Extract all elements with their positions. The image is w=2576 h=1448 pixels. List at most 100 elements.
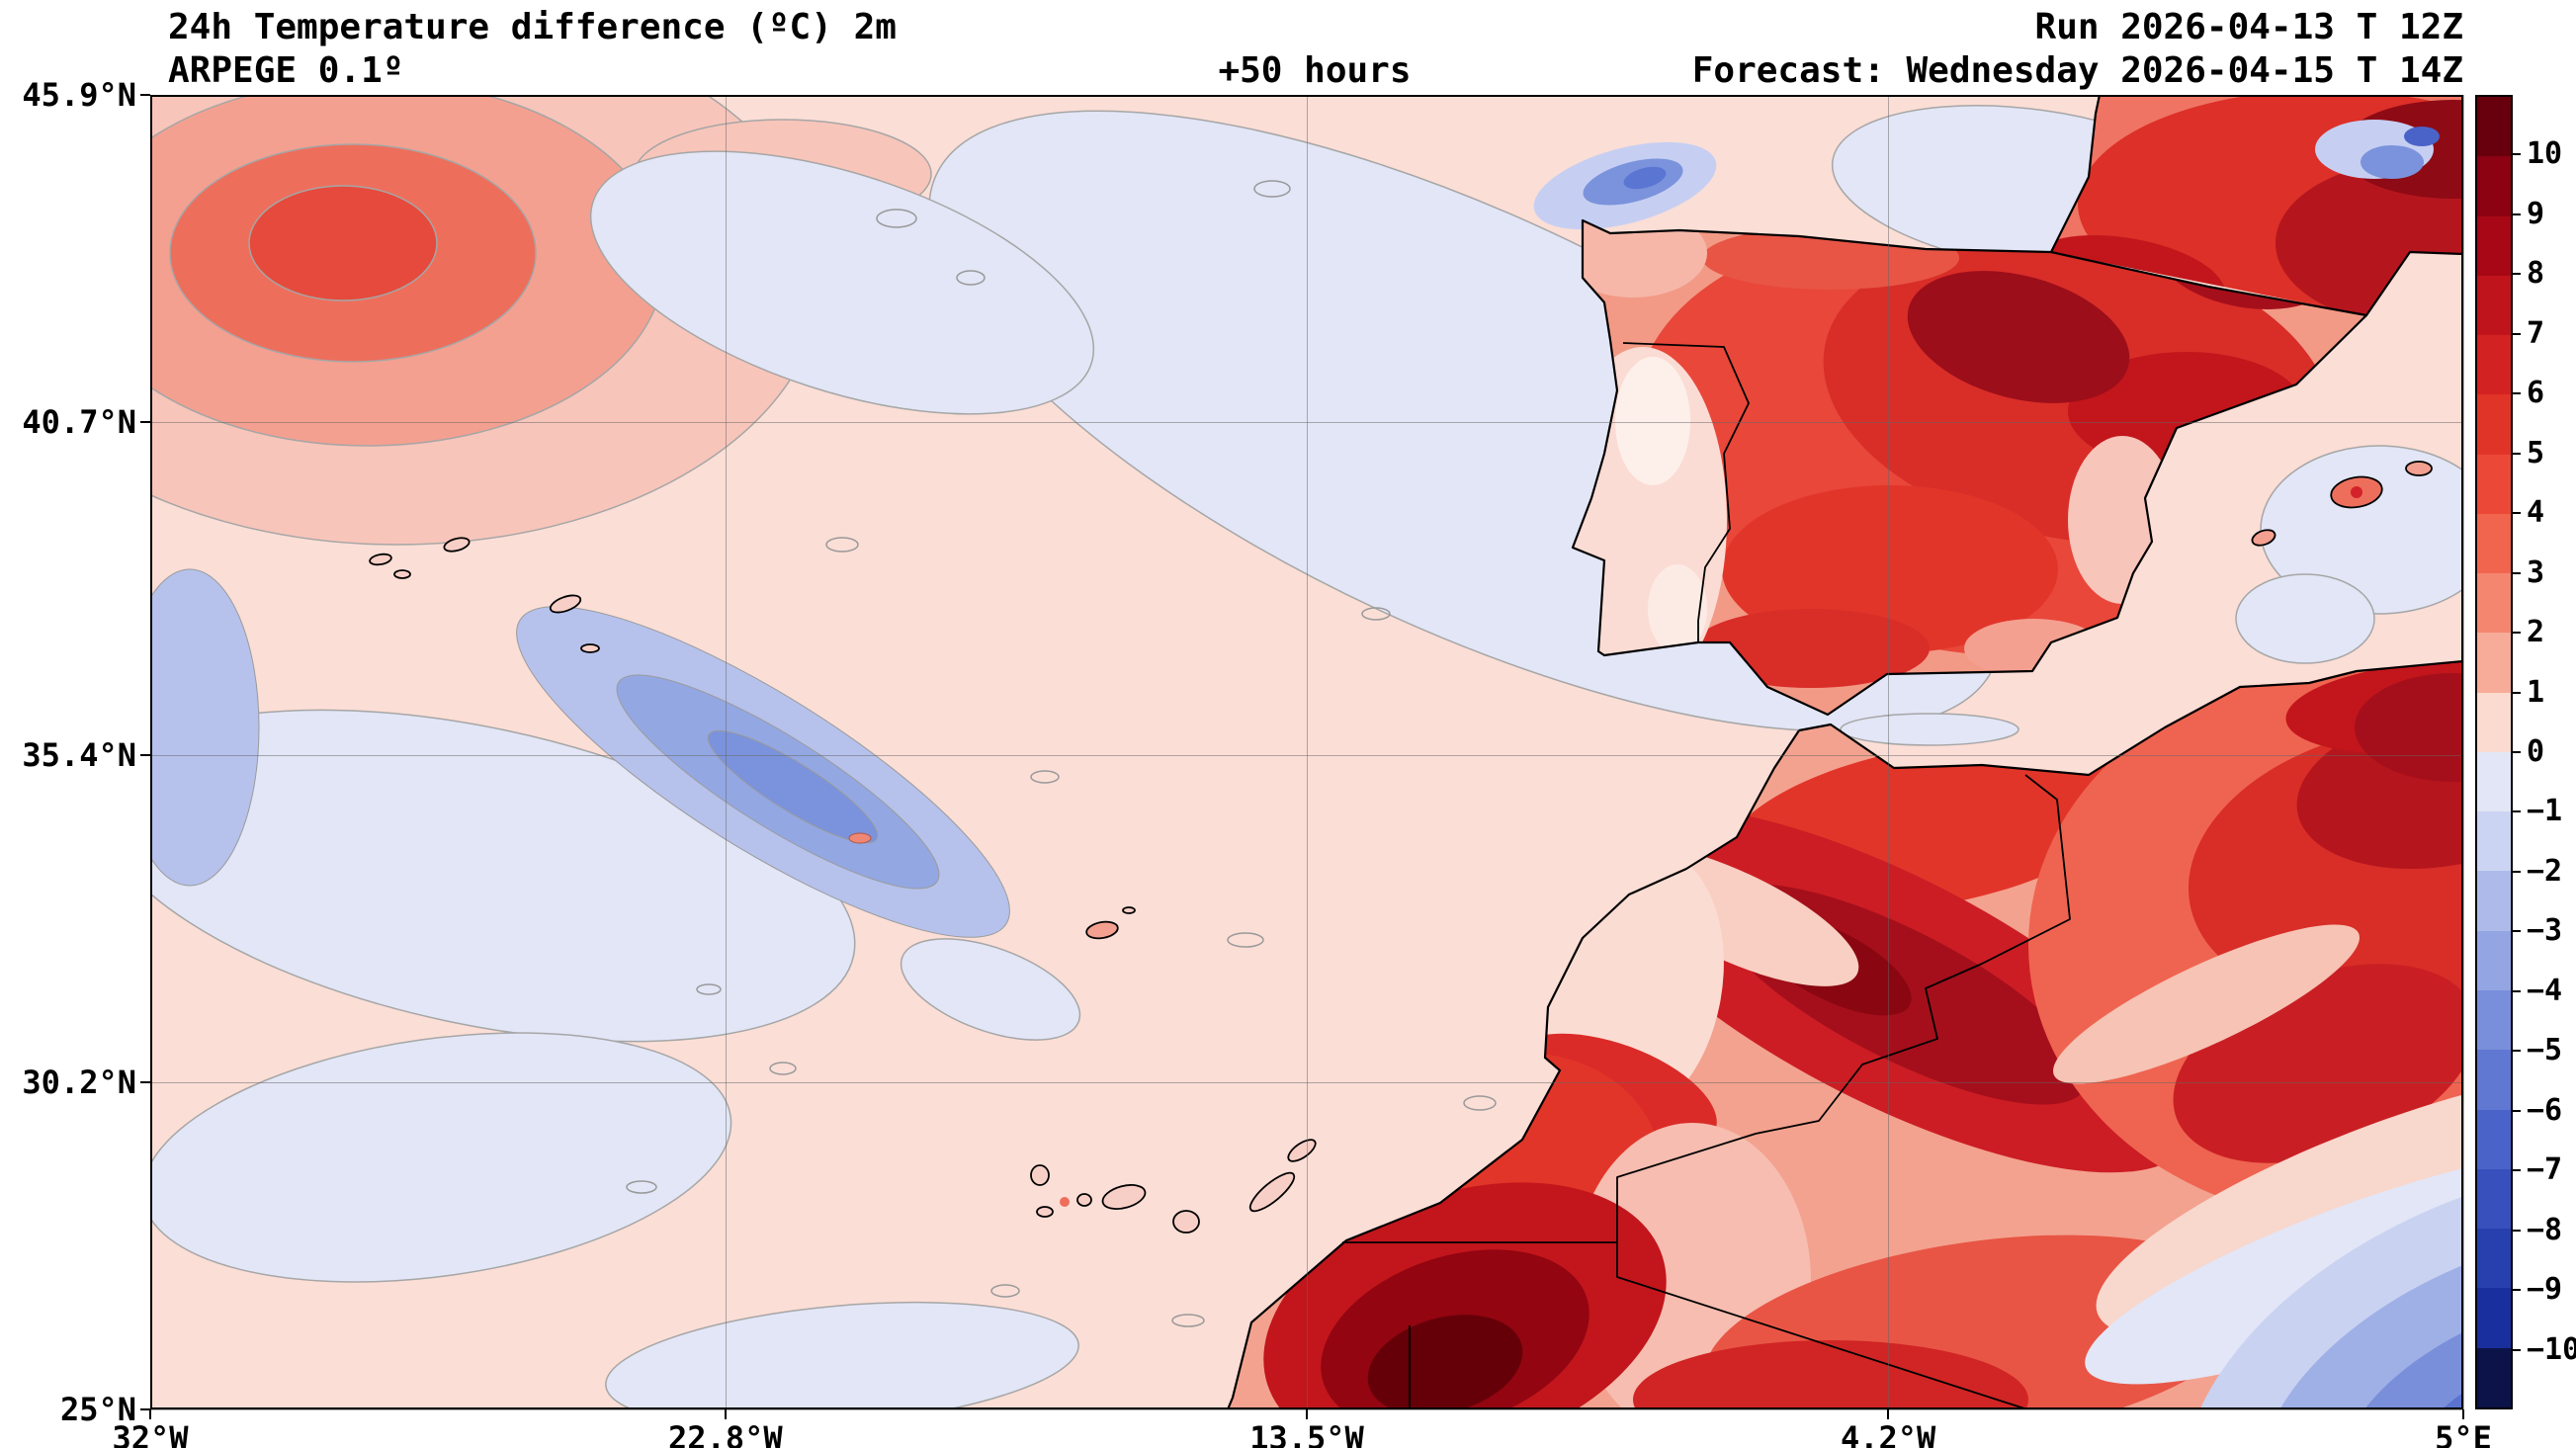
y-tick-label: 40.7°N (22, 402, 136, 441)
colorbar-tick (2513, 392, 2521, 395)
western-sahara-borders (1342, 1241, 2028, 1409)
colorbar-band (2477, 633, 2511, 693)
colorbar (2475, 95, 2513, 1409)
y-tick-label: 45.9°N (22, 76, 136, 114)
colorbar-tick-label: 9 (2527, 196, 2545, 231)
grid-line-horizontal (150, 1082, 2463, 1084)
colorbar-tick-label: −2 (2527, 853, 2563, 889)
colorbar-band (2477, 989, 2511, 1051)
grid-line-horizontal (150, 95, 2463, 96)
colorbar-tick-label: 7 (2527, 315, 2545, 351)
colorbar-tick-label: 6 (2527, 376, 2545, 411)
colorbar-tick (2513, 213, 2521, 215)
colorbar-tick-label: −1 (2527, 794, 2563, 829)
colorbar-band (2477, 513, 2511, 574)
grid-line-vertical (1307, 95, 1308, 1409)
morocco-algeria-border (1616, 774, 2071, 1242)
x-axis-tick (2462, 1409, 2464, 1419)
x-axis-tick (149, 1409, 151, 1419)
colorbar-tick (2513, 512, 2521, 515)
page-title: 24h Temperature difference (ºC) 2m (168, 7, 897, 47)
y-tick-label: 30.2°N (22, 1064, 136, 1102)
map-plot-area (150, 95, 2463, 1409)
colorbar-tick (2513, 1050, 2521, 1053)
colorbar-band (2477, 97, 2511, 157)
x-tick-label: 32°W (112, 1419, 189, 1448)
colorbar-band (2477, 1050, 2511, 1110)
grid-line-vertical (725, 95, 727, 1409)
colorbar-tick-label: 0 (2527, 734, 2545, 769)
colorbar-tick (2513, 571, 2521, 574)
colorbar-band (2477, 751, 2511, 812)
colorbar-band (2477, 1347, 2511, 1407)
grid-line-horizontal (150, 755, 2463, 757)
portugal-spain-border (1622, 342, 1750, 642)
colorbar-band (2477, 335, 2511, 395)
galicia-cold-patch (1533, 141, 1717, 230)
colorbar-tick (2513, 989, 2521, 992)
colorbar-bands (2477, 97, 2511, 1407)
colorbar-band (2477, 156, 2511, 216)
colorbar-band (2477, 811, 2511, 872)
y-axis-tick (140, 420, 150, 423)
map-svg (150, 95, 2463, 1409)
colorbar-band (2477, 1288, 2511, 1348)
grid-line-vertical (150, 95, 151, 1409)
africa-atlantic-coast (1226, 729, 1800, 1409)
colorbar-tick-label: −5 (2527, 1033, 2563, 1068)
x-tick-label: 4.2°W (1840, 1419, 1936, 1448)
x-axis-tick (1887, 1409, 1890, 1419)
colorbar-tick-label: 1 (2527, 674, 2545, 710)
grid-line-vertical (1888, 95, 1890, 1409)
x-tick-label: 22.8°W (668, 1419, 783, 1448)
colorbar-band (2477, 692, 2511, 752)
colorbar-tick (2513, 930, 2521, 933)
colorbar-tick (2513, 1169, 2521, 1172)
colorbar-band (2477, 871, 2511, 931)
canary-red-speck (1060, 1197, 1070, 1207)
grid-line-horizontal (150, 421, 2463, 423)
madeira-islands (1085, 906, 1136, 940)
colorbar-tick (2513, 632, 2521, 635)
lead-time-label: +50 hours (1218, 50, 1412, 91)
iberia-coastline (1571, 218, 2368, 717)
model-label: ARPEGE 0.1º (168, 50, 404, 91)
colorbar-band (2477, 1168, 2511, 1230)
colorbar-tick-label: −9 (2527, 1272, 2563, 1308)
colorbar-band (2477, 275, 2511, 336)
colorbar-tick-label: −10 (2527, 1331, 2576, 1367)
colorbar-tick-label: −4 (2527, 973, 2563, 1008)
colorbar-tick-label: −6 (2527, 1092, 2563, 1128)
africa-med-coast (1798, 659, 2463, 777)
colorbar-band (2477, 930, 2511, 990)
colorbar-tick-label: 2 (2527, 615, 2545, 650)
colorbar-tick (2513, 810, 2521, 813)
colorbar-tick-label: 3 (2527, 554, 2545, 590)
x-tick-label: 5°E (2435, 1419, 2492, 1448)
france-atlantic-coast (2050, 95, 2102, 253)
colorbar-band (2477, 1109, 2511, 1169)
colorbar-tick-label: 5 (2527, 435, 2545, 470)
y-axis-tick (140, 94, 150, 96)
run-label: Run 2026-04-13 T 12Z (2034, 7, 2463, 47)
grid-line-vertical (2463, 95, 2464, 1409)
canary-islands (1030, 1139, 1317, 1234)
colorbar-tick-label: −8 (2527, 1212, 2563, 1247)
colorbar-tick-label: −3 (2527, 913, 2563, 949)
y-axis-tick (140, 1408, 150, 1410)
colorbar-tick-label: 4 (2527, 495, 2545, 531)
forecast-label: Forecast: Wednesday 2026-04-15 T 14Z (1691, 50, 2463, 91)
colorbar-tick (2513, 1289, 2521, 1292)
colorbar-tick (2513, 870, 2521, 873)
colorbar-tick (2513, 1229, 2521, 1232)
colorbar-band (2477, 573, 2511, 634)
country-borders (1342, 342, 2071, 1409)
colorbar-tick-label: −7 (2527, 1152, 2563, 1188)
y-axis-tick (140, 1081, 150, 1084)
colorbar-band (2477, 454, 2511, 514)
colorbar-tick (2513, 1109, 2521, 1112)
x-axis-tick (1306, 1409, 1308, 1419)
colorbar-tick-label: 8 (2527, 256, 2545, 292)
azores-islands (369, 537, 600, 653)
